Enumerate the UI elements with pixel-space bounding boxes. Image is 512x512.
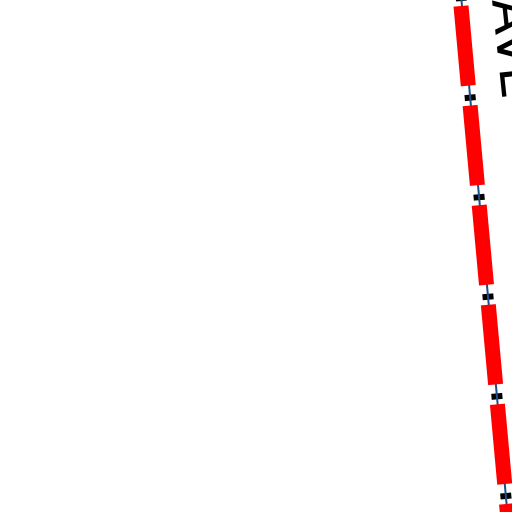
railway bbox=[453, 0, 512, 512]
rail-dash bbox=[453, 5, 512, 512]
